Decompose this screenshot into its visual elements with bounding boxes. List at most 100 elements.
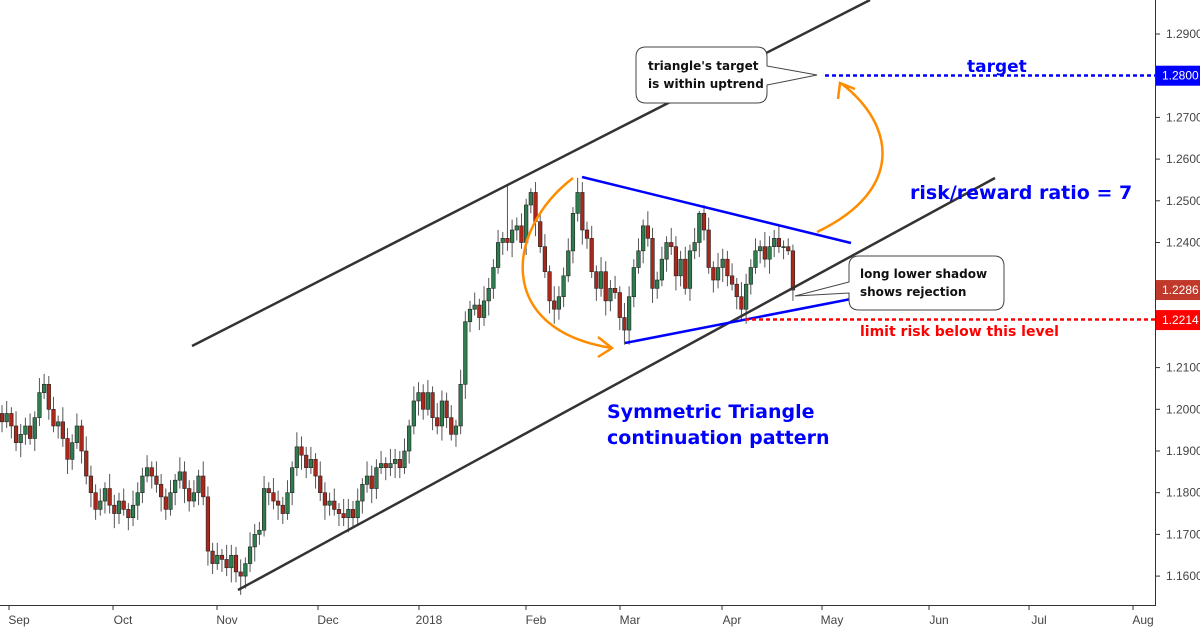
- callout-target-line2: is within uptrend: [648, 77, 764, 91]
- limit-risk-label: limit risk below this level: [860, 324, 1059, 340]
- candle-body-up: [346, 509, 351, 519]
- x-tick-label: 2018: [416, 613, 443, 627]
- candle-body-down: [622, 317, 627, 331]
- candle: [154, 461, 159, 493]
- candle-body-up: [678, 258, 683, 277]
- candle: [224, 544, 229, 577]
- candle: [126, 503, 131, 531]
- price-label-bg: [1156, 65, 1200, 86]
- candle: [290, 461, 295, 506]
- candle-body-up: [720, 258, 725, 268]
- candle-body-up: [500, 238, 505, 243]
- x-tick-label: Jul: [1031, 613, 1046, 627]
- candle-body-down: [154, 475, 159, 485]
- candle: [266, 482, 271, 506]
- candle-body-down: [107, 488, 112, 506]
- candle: [107, 473, 112, 514]
- candle-body-up: [467, 308, 473, 323]
- candle: [500, 232, 505, 256]
- pattern-label-line2: continuation pattern: [607, 427, 829, 449]
- candle: [552, 286, 557, 324]
- orange-arrow-up: [816, 81, 884, 234]
- y-tick-label: 1.1900: [1166, 444, 1200, 458]
- candle-body-up: [411, 400, 416, 427]
- candle: [608, 280, 613, 312]
- candle: [215, 542, 220, 570]
- price-label-target: 1.2800: [1156, 65, 1200, 86]
- triangle-upper-line: [581, 175, 852, 245]
- candle: [444, 392, 449, 429]
- candle-body-down: [46, 383, 51, 410]
- candle: [60, 407, 65, 447]
- candle-body-down: [449, 417, 454, 435]
- callout-target: triangle's target is within uptrend: [635, 46, 818, 104]
- candle: [271, 478, 276, 510]
- candle: [715, 252, 721, 289]
- candle: [98, 488, 103, 516]
- candle: [65, 428, 70, 474]
- candle-body-down: [336, 509, 342, 514]
- price-label-last: 1.2286: [1156, 280, 1200, 301]
- candle-body-down: [580, 192, 585, 231]
- candle-body-up: [495, 242, 501, 268]
- candle: [758, 240, 763, 264]
- candle: [233, 546, 239, 583]
- x-tick-label: Sep: [8, 613, 30, 627]
- candle-body-up: [566, 250, 571, 277]
- candle-body-down: [786, 246, 791, 252]
- candle-body-down: [397, 459, 402, 468]
- candle-body-up: [758, 246, 763, 252]
- x-tick-label: Nov: [216, 613, 237, 627]
- channel-upper-line: [191, 0, 871, 348]
- candle-body-up: [135, 492, 140, 506]
- y-axis-ticks: 1.2900 1.2700 1.2600 1.2500 1.2400 1.2100 1.20…: [1155, 27, 1200, 583]
- candle-body-down: [669, 242, 674, 247]
- candle-body-down: [706, 229, 711, 268]
- candle-body-down: [776, 238, 781, 247]
- y-tick-label: 1.1600: [1166, 569, 1200, 583]
- candle-body-up: [294, 446, 299, 468]
- candle-body-down: [322, 492, 328, 506]
- candle-body-down: [266, 488, 271, 493]
- candle: [762, 232, 767, 268]
- candle: [617, 286, 622, 331]
- candle-body-down: [9, 413, 14, 427]
- candle-body-up: [18, 434, 23, 443]
- candle: [786, 238, 791, 256]
- candle-body-down: [725, 258, 730, 277]
- candle-body-down: [182, 471, 187, 489]
- candle: [729, 263, 735, 291]
- candle: [46, 375, 51, 420]
- candle-body-down: [65, 438, 70, 460]
- candle-body-down: [79, 425, 84, 452]
- candle: [631, 259, 636, 308]
- candle-body-up: [561, 275, 566, 298]
- candle: [453, 419, 459, 447]
- candle-body-down: [233, 554, 239, 573]
- candle: [369, 465, 374, 504]
- candle-body-up: [641, 225, 646, 252]
- candle: [425, 380, 430, 416]
- candle-body-down: [187, 488, 192, 502]
- candle: [538, 213, 543, 253]
- candle: [627, 286, 632, 345]
- y-tick-label: 1.2400: [1166, 236, 1200, 250]
- candle: [332, 488, 337, 516]
- callout-shadow-line2: shows rejection: [860, 285, 966, 299]
- candle: [776, 225, 781, 253]
- candle: [636, 238, 641, 274]
- candle-body-down: [88, 475, 94, 493]
- x-tick-label: May: [821, 613, 844, 627]
- candle-body-up: [463, 321, 468, 385]
- candle-body-up: [257, 529, 262, 535]
- candle-body-up: [70, 442, 75, 460]
- candle: [276, 490, 281, 520]
- candle: [149, 461, 154, 489]
- candle-body-up: [32, 417, 37, 439]
- candle: [93, 484, 98, 520]
- candle: [556, 286, 562, 320]
- candle: [388, 448, 393, 477]
- candle-body-down: [369, 475, 374, 489]
- candle-body-up: [168, 492, 173, 510]
